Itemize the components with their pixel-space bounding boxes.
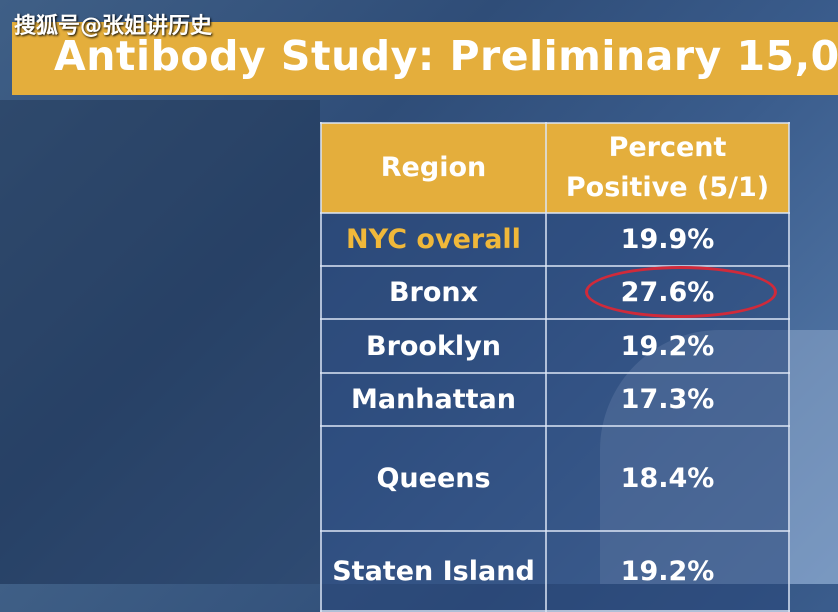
watermark: 搜狐号@张姐讲历史 bbox=[14, 14, 213, 39]
column-header: Region bbox=[320, 122, 547, 214]
percent-cell: 19.2% bbox=[545, 318, 790, 374]
background-lab bbox=[0, 100, 320, 584]
title-banner: Antibody Study: Preliminary 15,00 bbox=[12, 22, 838, 95]
column-header: Percent Positive (5/1) bbox=[545, 122, 790, 214]
region-cell: Staten Island bbox=[320, 530, 547, 612]
title: Antibody Study: Preliminary 15,00 bbox=[54, 32, 838, 80]
highlight-ellipse bbox=[585, 266, 777, 318]
percent-cell: 19.9% bbox=[545, 212, 790, 267]
region-cell: NYC overall bbox=[320, 212, 547, 267]
table-row: NYC overall 19.9% bbox=[320, 212, 790, 267]
region-cell: Bronx bbox=[320, 265, 547, 320]
percent-cell: 17.3% bbox=[545, 372, 790, 427]
table-row: Manhattan 17.3% bbox=[320, 372, 790, 427]
table-row: Brooklyn 19.2% bbox=[320, 318, 790, 374]
region-cell: Manhattan bbox=[320, 372, 547, 427]
percent-cell: 19.2% bbox=[545, 530, 790, 612]
table-row: Staten Island 19.2% bbox=[320, 530, 790, 612]
region-cell: Queens bbox=[320, 425, 547, 532]
header-row: Region Percent Positive (5/1) bbox=[320, 122, 790, 214]
region-cell: Brooklyn bbox=[320, 318, 547, 374]
table-row: Queens 18.4% bbox=[320, 425, 790, 532]
percent-cell: 18.4% bbox=[545, 425, 790, 532]
data-table: Region Percent Positive (5/1) NYC overal… bbox=[320, 122, 790, 612]
